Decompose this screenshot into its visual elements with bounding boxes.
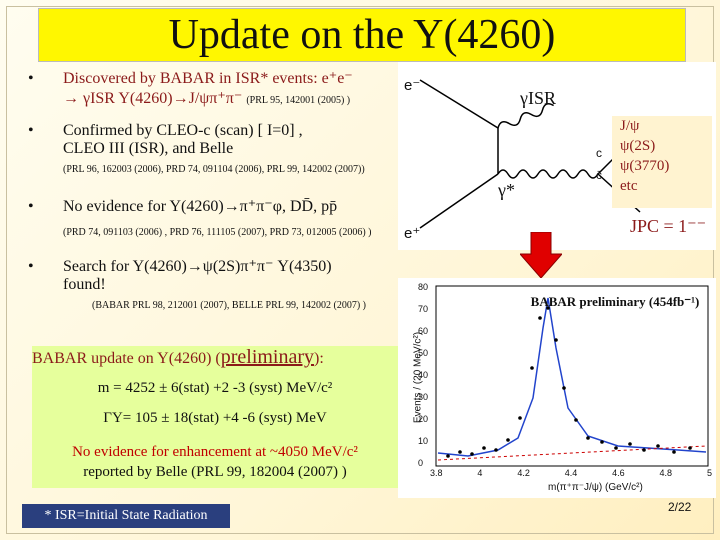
ytick: 0 — [418, 458, 424, 468]
width-result: ΓY= 105 ± 18(stat) +4 -6 (syst) MeV — [103, 410, 327, 426]
no-evidence-line2: reported by Belle (PRL 99, 182004 (2007)… — [83, 464, 347, 480]
charmonium-states-box: J/ψ ψ(2S) ψ(3770) etc — [612, 116, 712, 208]
bullet-1-line1: Discovered by BABAR in ISR* events: e⁺e⁻ — [63, 70, 353, 87]
cbar-quark-label: c̄ — [596, 168, 602, 182]
bullet-2-line1: Confirmed by CLEO-c (scan) [ I=0] , — [63, 122, 303, 139]
e-minus-label: e⁻ — [404, 77, 421, 94]
results-heading-suffix: ): — [314, 350, 324, 367]
down-arrow-icon — [520, 232, 562, 278]
bullet-3-line1: No evidence for Y(4260)→π⁺π⁻φ, DD̄, pp̄ — [63, 198, 338, 215]
plot-xlabel: m(π⁺π⁻J/ψ) (GeV/c²) — [548, 482, 643, 493]
xtick: 4.2 — [517, 468, 530, 478]
slide-frame — [6, 6, 714, 534]
xtick: 4.4 — [564, 468, 578, 478]
ytick: 50 — [418, 348, 429, 358]
ytick: 20 — [418, 414, 429, 424]
results-heading-prelim: preliminary — [220, 346, 315, 368]
slide-title: Update on the Y(4260) — [38, 8, 686, 62]
spectrum-svg — [435, 285, 709, 467]
page-number: 2/22 — [668, 500, 692, 514]
ytick: 80 — [418, 282, 429, 292]
bullet-1-line2: → γISR Y(4260)→J/ψπ⁺π⁻ (PRL 95, 142001 (… — [63, 90, 351, 107]
e-plus-label: e⁺ — [404, 225, 421, 242]
feynman-svg — [419, 79, 641, 229]
state-jpsi: J/ψ — [620, 118, 640, 134]
ytick: 60 — [418, 326, 429, 336]
no-evidence-line1: No evidence for enhancement at ~4050 MeV… — [72, 444, 358, 460]
results-box: BABAR update on Y(4260) (preliminary): m… — [32, 346, 398, 488]
ytick: 10 — [418, 436, 429, 446]
bullet-marker: • — [28, 258, 34, 275]
xtick: 3.8 — [430, 468, 443, 478]
xtick: 4.6 — [612, 468, 625, 478]
gamma-star-label: γ* — [498, 180, 515, 200]
xtick: 5 — [706, 468, 712, 478]
bullet-marker: • — [28, 198, 34, 215]
xtick: 4 — [477, 468, 483, 478]
jpc-label: JPC = 1⁻⁻ — [630, 216, 707, 236]
ytick: 30 — [418, 392, 429, 402]
xtick: 4.8 — [659, 468, 673, 478]
plot-legend: BABAR preliminary (454fb⁻¹) — [530, 294, 700, 309]
bullet-4-ref: (BABAR PRL 98, 212001 (2007), BELLE PRL … — [92, 300, 366, 311]
plot-yticks: 0 10 20 30 40 50 60 70 80 — [418, 282, 428, 468]
bullet-3-ref: (PRD 74, 091103 (2006) , PRD 76, 111105 … — [63, 227, 372, 238]
results-heading: BABAR update on Y(4260) (preliminary): — [32, 346, 324, 369]
bullet-marker: • — [28, 122, 34, 139]
bullet-2-ref: (PRL 96, 162003 (2006), PRD 74, 091104 (… — [63, 164, 365, 175]
feynman-diagram: e⁻ e⁺ γISR γ* c c̄ J/ψ ψ(2S) ψ(3770) etc… — [398, 62, 716, 250]
mass-result: m = 4252 ± 6(stat) +2 -3 (syst) MeV/c² — [97, 380, 333, 396]
state-psi2s: ψ(2S) — [620, 138, 656, 154]
bullet-2-line2: CLEO III (ISR), and Belle — [63, 140, 234, 157]
ytick: 70 — [418, 304, 429, 314]
state-psi3770: ψ(3770) — [620, 158, 670, 174]
gamma-isr-label: γISR — [520, 88, 556, 108]
state-etc: etc — [620, 178, 638, 194]
bullet-4-line1: Search for Y(4260)→ψ(2S)π⁺π⁻ Y(4350) — [63, 258, 332, 275]
plot-xticks: 3.8 4 4.2 4.4 4.6 4.8 5 — [430, 468, 712, 478]
c-quark-label: c — [596, 146, 602, 160]
ytick: 40 — [418, 370, 429, 380]
bullet-4-line2: found! — [63, 276, 106, 293]
mass-spectrum-plot: BABAR preliminary (454fb⁻¹) Events / (20… — [398, 278, 716, 498]
bullet-marker: • — [28, 70, 34, 87]
results-heading-prefix: BABAR update on Y(4260) ( — [32, 350, 221, 367]
isr-footnote: * ISR=Initial State Radiation — [22, 504, 230, 528]
